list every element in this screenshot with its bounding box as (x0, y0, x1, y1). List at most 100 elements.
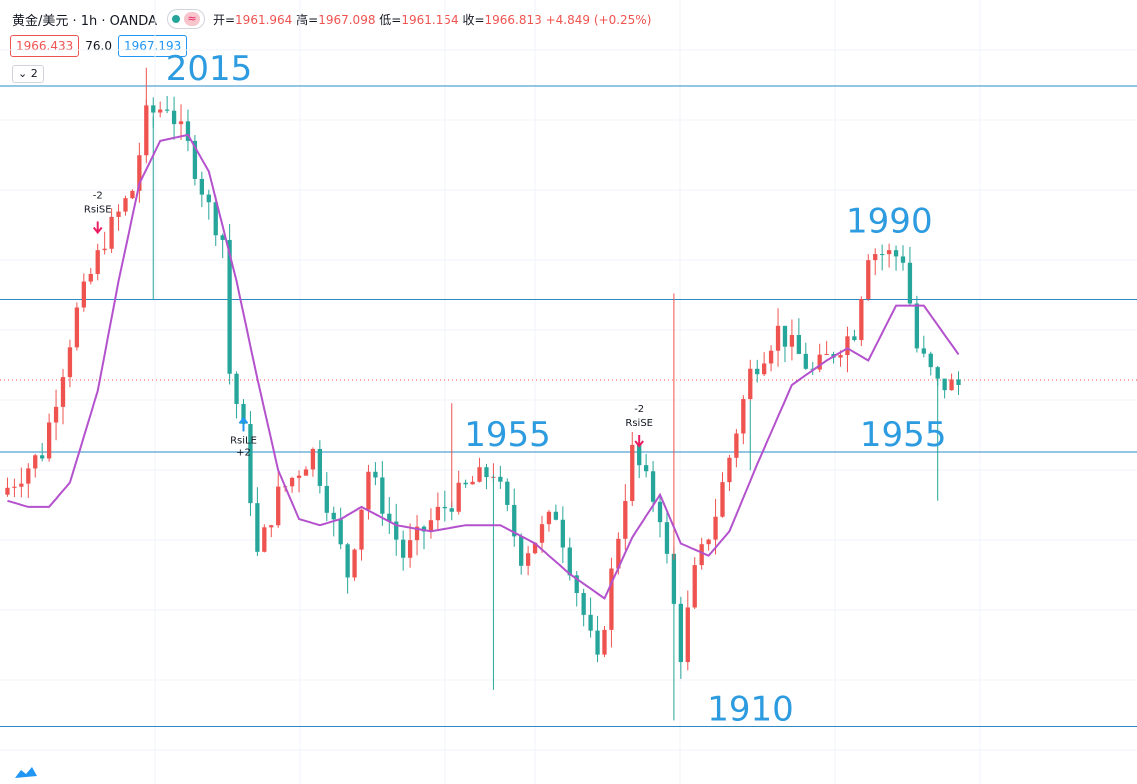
candle-1 (12, 478, 17, 498)
candle-104 (727, 454, 732, 491)
candle-115 (803, 342, 808, 370)
candle-103 (720, 472, 725, 518)
candle-body (241, 403, 246, 425)
candle-body (331, 512, 336, 520)
candle-50 (352, 548, 357, 581)
candle-body (359, 509, 364, 550)
candle-body (512, 504, 517, 537)
candle-102 (713, 498, 718, 555)
candle-body (803, 353, 808, 369)
candle-28 (199, 171, 204, 208)
low-label: 低= (379, 12, 402, 27)
candle-body (713, 516, 718, 540)
candle-12 (88, 267, 93, 285)
candle-body (817, 354, 822, 370)
price-annotation-2[interactable]: 1955 (464, 415, 551, 455)
candle-131 (914, 295, 920, 353)
candle-body (151, 105, 156, 113)
candle-body (852, 336, 857, 341)
candle-body (505, 481, 510, 505)
candle-body (269, 525, 274, 528)
candle-body (380, 477, 385, 514)
candle-42 (296, 470, 302, 493)
candle-body (498, 476, 503, 482)
low-value: 1961.154 (401, 12, 459, 27)
price-annotation-3[interactable]: 1955 (860, 415, 947, 455)
candle-5 (40, 442, 45, 462)
candle-body (484, 467, 489, 478)
candle-body (609, 568, 614, 630)
candle-51 (359, 509, 364, 561)
candle-26 (185, 109, 191, 152)
candle-6 (46, 413, 52, 462)
candle-63 (442, 490, 447, 522)
signal-rsise-0: -2 RsiSE (84, 191, 112, 235)
indicator-toggle[interactable]: ≈ (166, 9, 205, 29)
candle-8 (60, 368, 66, 425)
candle-body (276, 486, 281, 526)
candle-105 (734, 429, 739, 468)
candle-65 (456, 470, 461, 515)
candle-94 (657, 494, 663, 538)
candle-61 (428, 508, 434, 539)
candle-80 (560, 506, 565, 564)
candle-129 (900, 245, 906, 271)
candle-39 (276, 471, 281, 528)
signal-count: -2 (93, 191, 103, 202)
candle-77 (539, 515, 545, 553)
price-annotation-1[interactable]: 1990 (846, 202, 933, 242)
candle-128 (893, 245, 899, 271)
signals: -2 RsiSE RsiLE+2 -2 RsiSE (84, 191, 653, 459)
candle-14 (102, 231, 107, 255)
symbol-title[interactable]: 黄金/美元 · 1h · OANDA (12, 13, 157, 29)
candle-body (824, 354, 829, 356)
candle-136 (949, 373, 954, 391)
candle-87 (609, 557, 614, 648)
candle-body (206, 194, 211, 203)
candle-body (532, 542, 538, 554)
change-value: +4.849 (+0.25%) (545, 12, 652, 27)
candle-body (650, 471, 656, 502)
candle-body (796, 335, 802, 354)
candle-125 (873, 248, 878, 276)
price-annotation-4[interactable]: 1910 (707, 690, 794, 730)
candle-90 (630, 431, 635, 507)
candle-body (26, 468, 31, 484)
candle-17 (123, 195, 128, 216)
candle-3 (26, 463, 31, 498)
candle-body (755, 368, 760, 375)
moving-average (7, 133, 960, 600)
candle-body (637, 444, 642, 466)
candle-body (616, 538, 621, 569)
candle-111 (775, 308, 781, 367)
candle-31 (220, 233, 225, 259)
candle-body (699, 544, 704, 566)
candle-79 (553, 504, 559, 521)
candle-30 (213, 195, 218, 246)
candle-132 (921, 335, 926, 358)
candle-38 (269, 524, 274, 538)
candle-body (414, 526, 420, 541)
candle-body (928, 353, 933, 368)
candle-71 (498, 465, 503, 489)
legend-row: 黄金/美元 · 1h · OANDA ≈ 开=1961.964 高=1967.0… (12, 9, 651, 29)
price-annotation-0[interactable]: 2015 (166, 49, 253, 89)
candle-114 (796, 318, 802, 355)
candle-body (185, 121, 191, 141)
candle-body (324, 485, 329, 513)
candle-95 (664, 512, 670, 564)
candle-43 (303, 466, 309, 476)
candle-54 (380, 461, 385, 526)
signal-label: RsiSE (625, 418, 653, 429)
candle-body (664, 522, 670, 554)
candle-135 (942, 378, 947, 399)
candle-body (33, 455, 38, 469)
candle-body (171, 110, 177, 125)
candle-body (373, 471, 378, 478)
candle-11 (81, 273, 86, 312)
candle-body (289, 477, 295, 487)
candle-110 (768, 345, 774, 372)
indicators-collapse-button[interactable]: ⌄ 2 (12, 65, 44, 83)
